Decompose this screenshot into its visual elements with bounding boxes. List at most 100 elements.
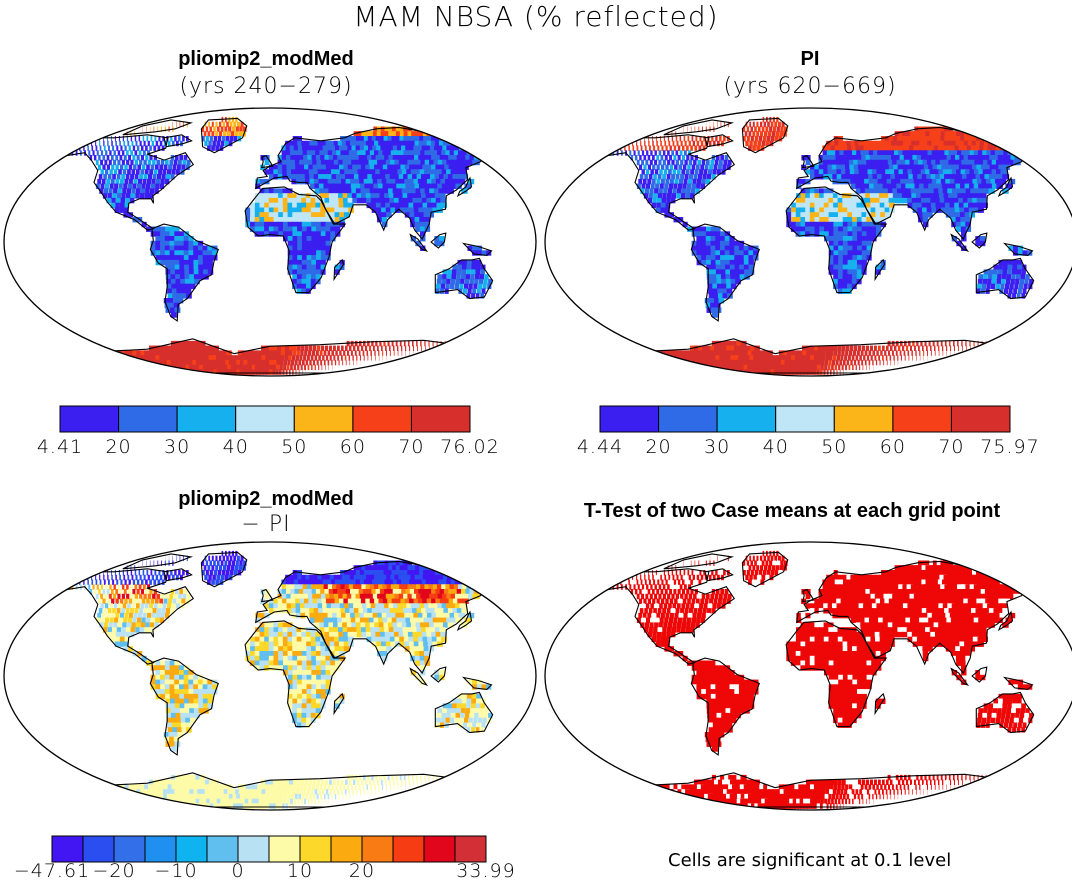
map-border <box>544 107 1072 377</box>
colorbar-tick-label: 60 <box>339 436 366 458</box>
panel-subtitle-pliomip: (yrs 240−279) <box>179 74 353 99</box>
panel-subtitle-diff: − PI <box>241 512 291 537</box>
panel-title-ttest: T-Test of two Case means at each grid po… <box>583 500 1001 522</box>
colorbar-swatch <box>59 405 120 433</box>
colorbar-tick-label: 10 <box>286 860 314 882</box>
coastline-greenland <box>741 117 789 154</box>
panel-title-diff: pliomip2_modMed <box>178 488 354 510</box>
colorbar-swatch <box>392 835 425 863</box>
coastline-madagascar <box>874 692 886 716</box>
colorbar-tick-label: 20 <box>348 860 376 882</box>
coastline-south-america <box>690 223 760 322</box>
coastline-africa <box>244 620 347 728</box>
coastline-uk <box>260 588 274 603</box>
coastline-japan <box>456 176 473 198</box>
map-border <box>3 541 537 811</box>
coastline-south-america <box>149 223 219 322</box>
coastline-sumatra <box>950 233 970 252</box>
coastline-arctic-islands <box>663 553 735 570</box>
coastline-eurasia <box>254 560 500 675</box>
coastline-australia <box>975 257 1035 300</box>
coastline-arctic-islands <box>122 119 194 136</box>
panel-title-pliomip: pliomip2_modMed <box>178 48 354 70</box>
colorbar-swatch <box>176 405 237 433</box>
coastline-south-america <box>149 657 219 756</box>
coastline-baffin <box>704 568 734 582</box>
coastline-new-guinea <box>1002 676 1034 690</box>
colorbar-tick-label: 30 <box>164 436 191 458</box>
colorbar-tick-label: 4.41 <box>36 436 84 458</box>
colorbar-tick-label: 50 <box>281 436 308 458</box>
coastline-eurasia <box>254 126 500 241</box>
colorbar-swatch <box>352 405 412 433</box>
colorbar-tick-label: 40 <box>222 436 249 458</box>
colorbar-swatch <box>206 835 239 863</box>
colorbar-tick-label: 30 <box>704 436 731 458</box>
coastline-africa <box>785 620 888 728</box>
map-border <box>3 107 537 377</box>
colorbar-tick-label: 4.44 <box>576 436 624 458</box>
coastline-madagascar <box>333 258 345 282</box>
colorbar-tick-label: 20 <box>645 436 672 458</box>
panel-title-pi: PI <box>800 48 820 70</box>
colorbar-swatch <box>299 835 332 863</box>
coastline-australia <box>434 691 494 734</box>
map-diff <box>3 541 537 811</box>
ttest-note: Cells are significant at 0.1 level <box>668 850 952 871</box>
colorbar-swatch <box>237 835 270 863</box>
map-pi <box>544 107 1072 377</box>
coastline-sumatra <box>409 233 429 252</box>
colorbar-swatch <box>268 835 301 863</box>
coastline-australia <box>434 257 494 300</box>
coastline-greenland <box>741 551 789 588</box>
colorbar-swatch <box>454 835 487 863</box>
map-pliomip <box>3 107 537 377</box>
coastline-south-america <box>690 657 760 756</box>
colorbar-tick-label: 60 <box>879 436 906 458</box>
coastline-arctic-islands <box>122 553 194 570</box>
colorbar-swatch <box>235 405 295 433</box>
coastline-borneo <box>430 232 447 249</box>
panel-subtitle-pi: (yrs 620−669) <box>723 74 897 99</box>
colorbar-tick-label: 0 <box>231 860 245 882</box>
colorbar-swatch <box>144 835 177 863</box>
coastline-baffin <box>163 568 193 582</box>
colorbar-diff <box>51 835 487 863</box>
colorbar-tick-label: 40 <box>762 436 789 458</box>
coastline-greenland <box>200 551 248 588</box>
colorbar-swatch <box>892 405 952 433</box>
coastline-new-guinea <box>1002 242 1034 256</box>
colorbar-tick-label: 20 <box>105 436 132 458</box>
land-cells <box>586 550 1065 809</box>
colorbar-pi <box>599 405 1011 433</box>
colorbar-tick-label: 76.02 <box>440 436 500 458</box>
colorbar-swatch <box>423 835 456 863</box>
colorbar-swatch <box>330 835 363 863</box>
coastline-madagascar <box>874 258 886 282</box>
colorbar-swatch <box>118 405 178 433</box>
colorbar-tick-label: 50 <box>821 436 848 458</box>
map-ttest <box>544 541 1072 811</box>
colorbar-swatch <box>175 835 208 863</box>
colorbar-swatch <box>658 405 718 433</box>
map-border <box>544 541 1072 811</box>
coastline-new-guinea <box>461 242 493 256</box>
coastline-australia <box>975 691 1035 734</box>
coastline-uk <box>801 154 815 169</box>
coastline-arctic-islands <box>663 119 735 136</box>
colorbar-tick-label: 75.97 <box>980 436 1040 458</box>
coastline-japan <box>997 176 1014 198</box>
colorbar-swatch <box>833 405 894 433</box>
colorbar-swatch <box>113 835 146 863</box>
colorbar-pliomip <box>59 405 471 433</box>
coastline-uk <box>260 154 274 169</box>
colorbar-tick-label: 70 <box>938 436 965 458</box>
colorbar-tick-label: 70 <box>398 436 425 458</box>
coastline-sumatra <box>409 667 429 686</box>
coastline-eurasia <box>795 560 1041 675</box>
land-cells <box>586 116 1065 375</box>
colorbar-swatch <box>293 405 354 433</box>
colorbar-tick-label: −10 <box>154 860 198 882</box>
coastline-africa <box>785 186 888 294</box>
coastline-borneo <box>430 666 447 683</box>
